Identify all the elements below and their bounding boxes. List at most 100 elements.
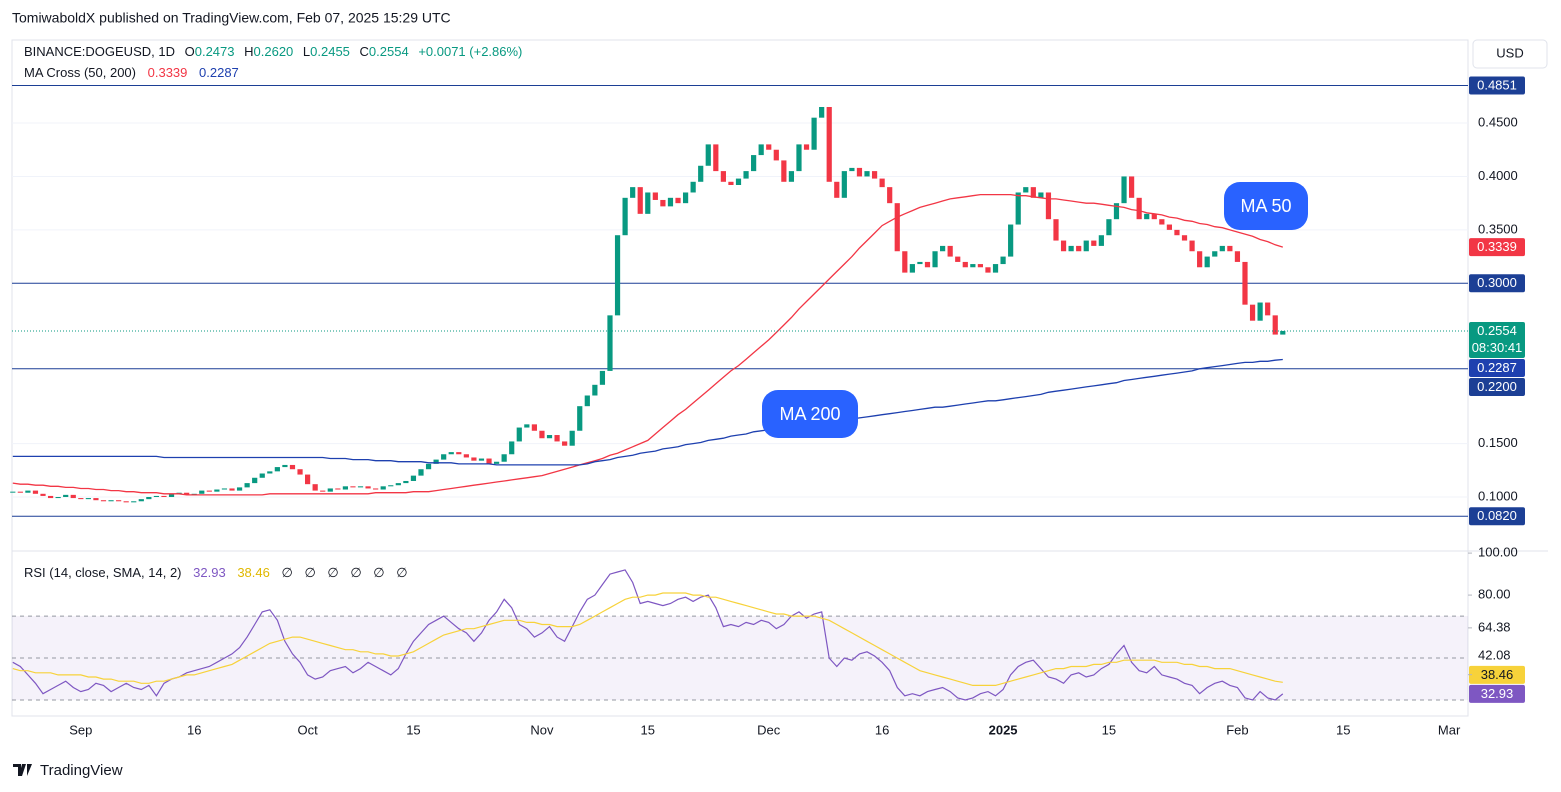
candle <box>622 197 628 236</box>
candle <box>1008 224 1014 257</box>
candle <box>342 486 349 490</box>
candle <box>796 144 802 172</box>
candle <box>947 245 953 257</box>
candle <box>766 144 772 150</box>
candle <box>630 187 636 198</box>
candle <box>1189 240 1195 252</box>
price-tag: 0.0820 <box>1469 507 1525 526</box>
price-tag-text: 0.2200 <box>1477 379 1517 394</box>
candle <box>864 171 870 177</box>
candle <box>47 495 54 499</box>
price-tag: 0.3000 <box>1469 274 1525 293</box>
candle <box>1083 240 1089 252</box>
candle <box>153 495 160 498</box>
candle <box>78 498 84 500</box>
candle <box>924 261 931 268</box>
candle <box>1144 213 1150 220</box>
candle <box>1091 240 1097 246</box>
candle <box>297 469 303 475</box>
x-tick-label: Oct <box>297 722 318 737</box>
ohlc-value: 0.2455 <box>310 44 350 59</box>
x-tick-label: 15 <box>641 722 655 737</box>
candle <box>1212 251 1218 257</box>
price-tag: 38.46 <box>1469 665 1525 684</box>
candle <box>1128 176 1135 198</box>
price-tag-text: 0.3000 <box>1477 275 1517 290</box>
candle <box>773 149 779 161</box>
ohlc-label: O <box>185 44 195 59</box>
candle <box>493 461 500 464</box>
candle <box>562 441 568 446</box>
price-tag-text: 0.3339 <box>1477 239 1517 254</box>
candle <box>1060 240 1067 252</box>
x-tick-label: 2025 <box>989 722 1018 737</box>
y-tick-label: 0.3500 <box>1478 221 1518 236</box>
rsi-extra: ∅ <box>396 565 407 580</box>
x-tick-label: Mar <box>1438 722 1461 737</box>
candle <box>259 473 265 478</box>
candle <box>1045 192 1052 220</box>
price-tag-bg <box>1469 274 1525 293</box>
candle <box>1106 219 1112 236</box>
candle <box>471 457 477 461</box>
price-tag-text: 0.4851 <box>1477 77 1517 92</box>
candle <box>388 485 394 487</box>
rsi-line <box>12 592 1283 686</box>
candle <box>811 117 817 150</box>
candle <box>1265 302 1271 316</box>
candle <box>55 497 61 499</box>
candle <box>758 144 764 156</box>
candle <box>463 454 469 458</box>
candle <box>690 181 696 193</box>
candle <box>161 495 167 498</box>
candle <box>131 501 137 503</box>
candle <box>940 245 946 252</box>
candle <box>592 384 598 396</box>
candle <box>1098 235 1104 246</box>
candle <box>335 488 341 490</box>
price-tag: 0.2554 08:30:41 <box>1469 321 1525 358</box>
candle <box>100 500 107 502</box>
candle <box>879 178 885 188</box>
symbol: BINANCE:DOGEUSD, 1D <box>24 44 175 59</box>
candle <box>206 490 212 492</box>
candle <box>584 395 590 407</box>
candle <box>803 144 810 150</box>
candle <box>357 486 364 488</box>
candle <box>932 251 938 268</box>
candle <box>985 267 991 273</box>
candle <box>501 454 507 462</box>
ma50-value: 0.3339 <box>148 65 188 80</box>
candle <box>425 463 432 470</box>
candle <box>554 435 560 442</box>
price-tag: 0.4851 <box>1469 76 1525 95</box>
candle <box>123 501 129 503</box>
x-tick-label: 15 <box>1102 722 1116 737</box>
candle <box>743 171 749 179</box>
candle <box>1136 197 1142 220</box>
candle <box>713 144 719 172</box>
candle <box>902 251 908 273</box>
x-tick-label: Dec <box>757 722 781 737</box>
candle <box>751 155 757 172</box>
candle <box>456 452 462 455</box>
candle <box>229 488 235 491</box>
ohlc-label: L <box>303 44 310 59</box>
annotation-box <box>762 390 858 438</box>
candle <box>1249 304 1256 321</box>
x-tick-label: 15 <box>406 722 420 737</box>
candle <box>645 192 651 214</box>
candle <box>236 487 243 491</box>
candle <box>516 427 522 442</box>
candle <box>1023 187 1029 193</box>
ma-line <box>12 193 1283 496</box>
change: +0.0071 (+2.86%) <box>418 44 522 59</box>
price-tag-text: 0.2287 <box>1477 360 1517 375</box>
candle <box>93 498 99 501</box>
candle <box>289 464 296 470</box>
candle <box>1242 261 1248 305</box>
currency-button[interactable] <box>1472 39 1548 69</box>
candle <box>1227 245 1233 252</box>
candle <box>418 469 424 476</box>
candle <box>675 197 681 204</box>
